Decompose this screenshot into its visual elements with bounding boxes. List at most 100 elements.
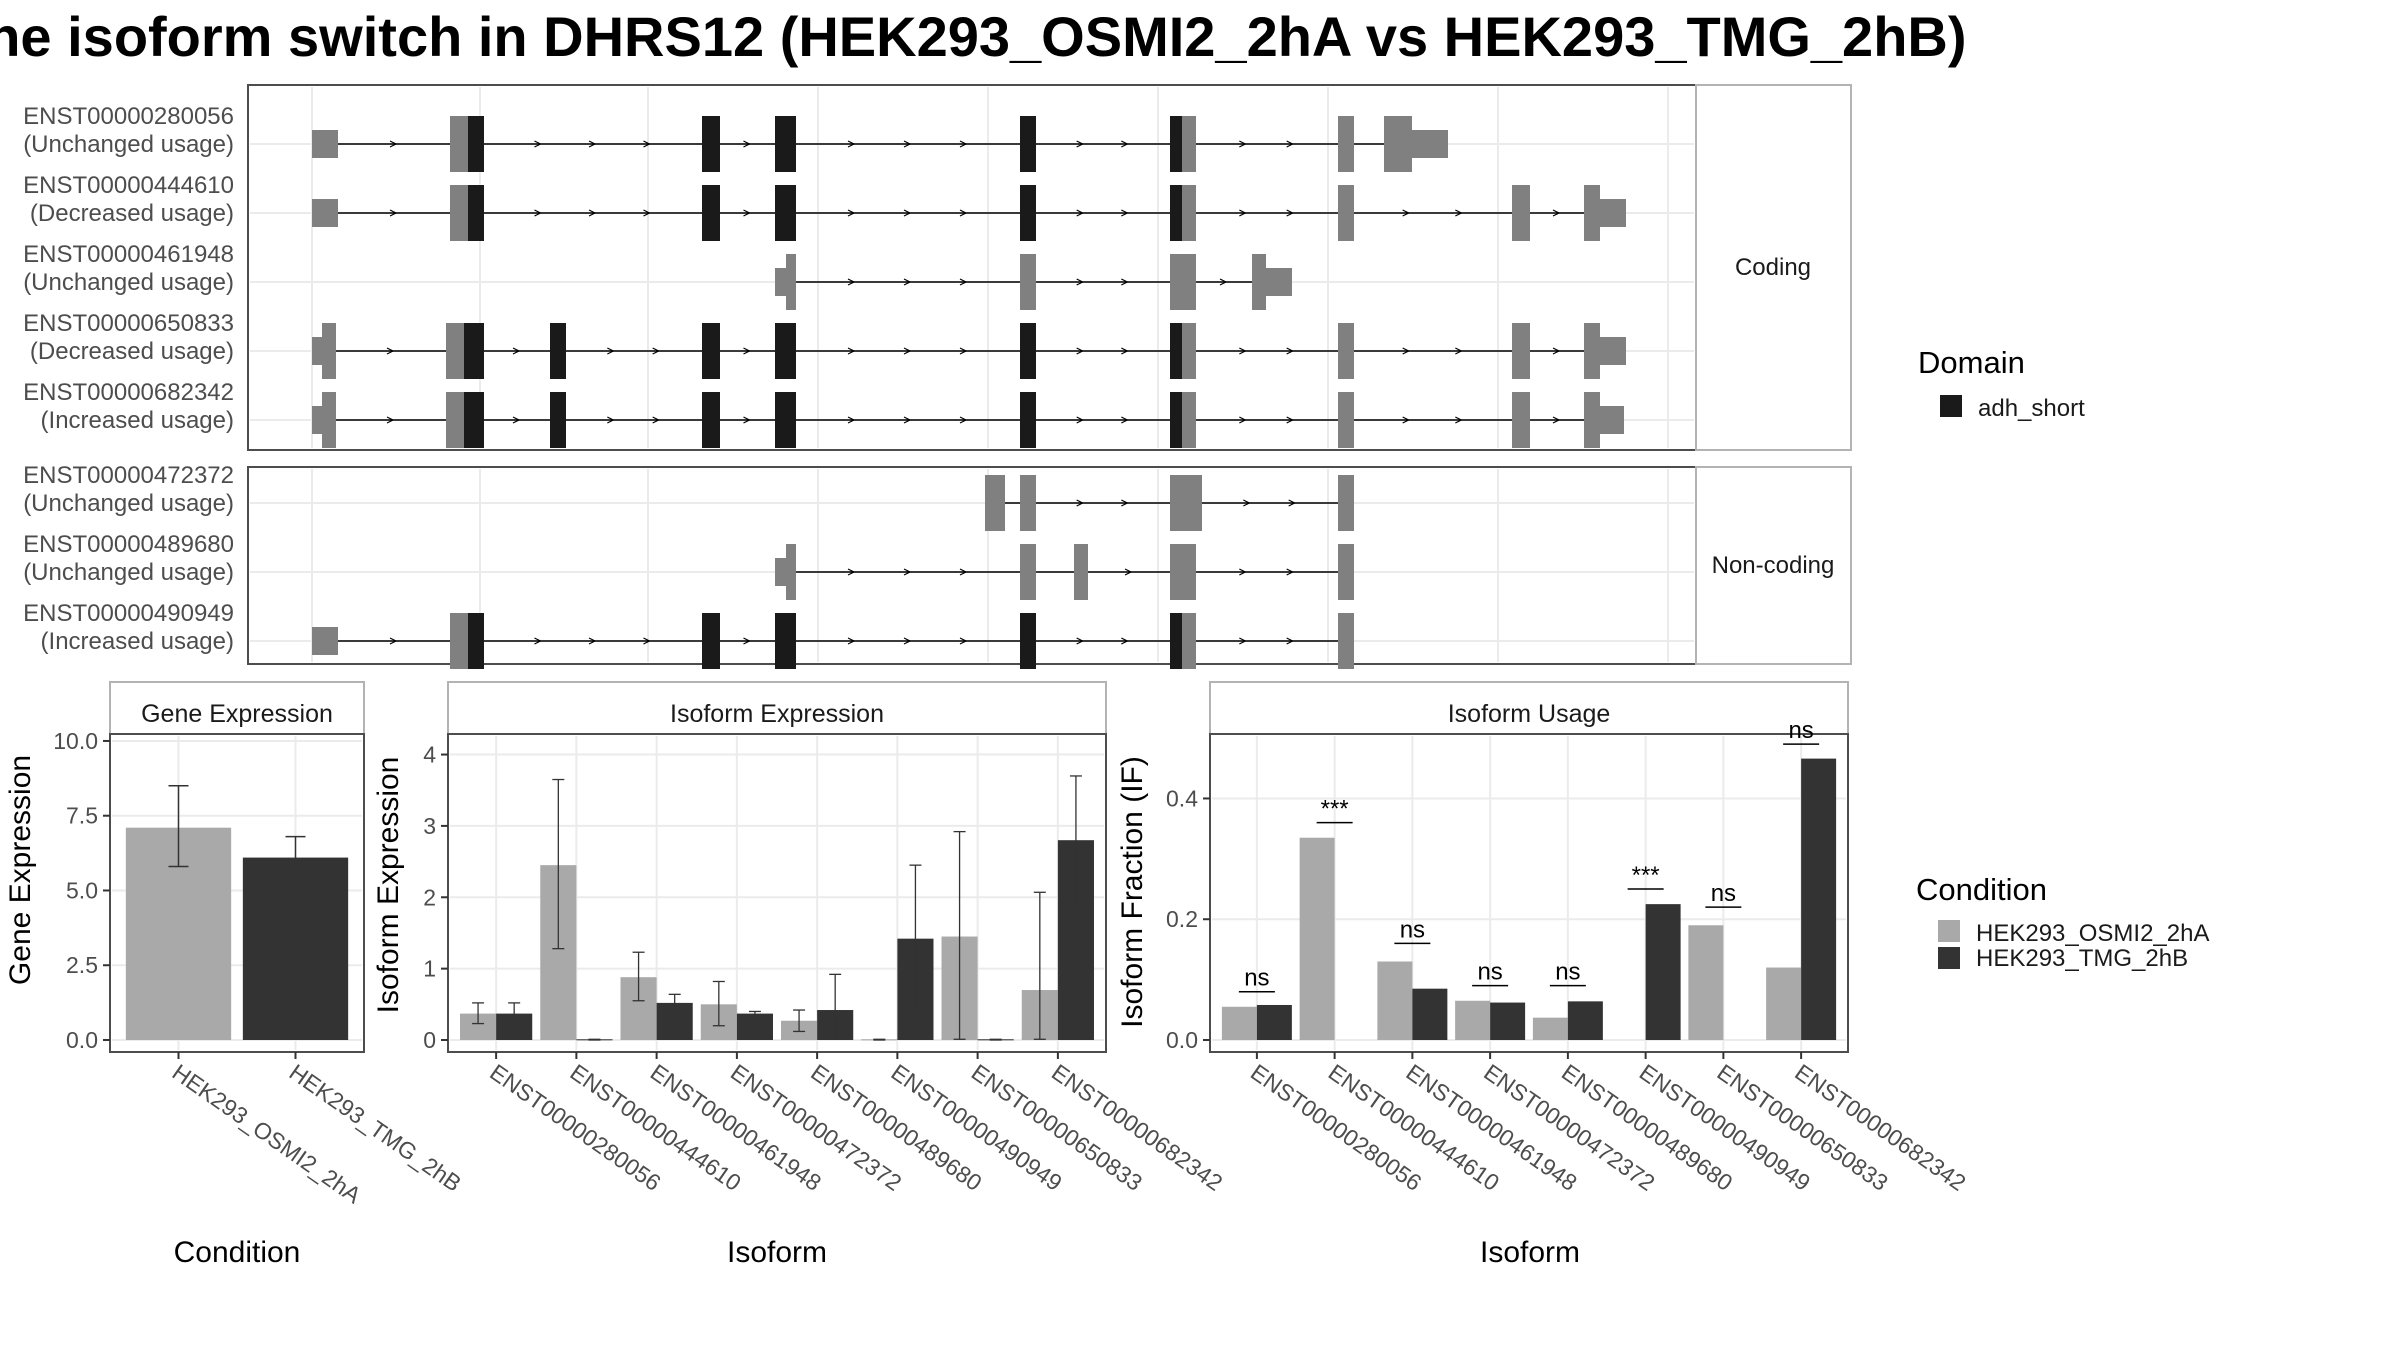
isoform-label: ENST00000489680 (Unchanged usage) (23, 531, 234, 586)
domain-legend: Domain adh_short (1918, 345, 2085, 422)
exon-domain (1020, 116, 1036, 172)
intron-arrow (903, 568, 912, 576)
exon-cds (1338, 475, 1354, 531)
bar (1532, 1017, 1568, 1040)
intron-arrow (1076, 347, 1085, 355)
intron-arrow (903, 209, 912, 217)
bar (736, 1013, 773, 1040)
exon-domain (702, 185, 720, 241)
intron-arrow (1121, 347, 1129, 355)
figure-title: The isoform switch in DHRS12 (HEK293_OSM… (0, 5, 1967, 68)
exon-cds (786, 544, 796, 600)
exon-domain (702, 323, 720, 379)
exon-domain (1020, 185, 1036, 241)
bar (1688, 925, 1724, 1040)
exon-cds (1584, 323, 1600, 379)
coding-facet-strip (1695, 84, 1852, 451)
x-axis-label: Isoform (1480, 1236, 1580, 1269)
condition-legend: Condition HEK293_OSMI2_2hA HEK293_TMG_2h… (1916, 872, 2209, 972)
intron-arrow (652, 416, 661, 424)
intron-arrow (588, 140, 597, 148)
intron-arrow (847, 637, 856, 645)
intron-arrow (1076, 278, 1085, 286)
intron-arrow (1239, 140, 1247, 148)
exon-utr (1600, 199, 1626, 227)
x-tick-label: HEK293_OSMI2_2hA (168, 1059, 367, 1209)
exon-cds (1384, 116, 1412, 172)
exon-utr (312, 337, 322, 365)
y-tick-label: 1 (423, 956, 436, 982)
exon-cds (1182, 613, 1196, 669)
intron-arrow (607, 347, 615, 355)
isoform-label: ENST00000472372 (Unchanged usage) (23, 462, 234, 517)
intron-arrow (534, 140, 542, 148)
exon-cds (450, 613, 468, 669)
intron-arrow (1121, 278, 1129, 286)
panel-title: Gene Expression (141, 700, 333, 728)
bar (1221, 1006, 1257, 1040)
y-tick-label: 5.0 (66, 877, 98, 903)
exon-domain (775, 185, 796, 241)
intron-arrow (1239, 416, 1247, 424)
exon-cds (1182, 392, 1196, 448)
exon-domain (1020, 323, 1036, 379)
exon-utr (775, 268, 786, 296)
intron-arrow (847, 416, 856, 424)
y-axis-label: Isoform Expression (372, 757, 405, 1014)
intron-arrow (1455, 209, 1463, 217)
exon-domain (1020, 392, 1036, 448)
exon-domain (702, 613, 720, 669)
intron-arrow (847, 278, 856, 286)
exon-cds (1512, 185, 1530, 241)
intron-arrow (847, 209, 856, 217)
intron-arrow (1552, 416, 1561, 424)
intron-arrow (1239, 209, 1247, 217)
isoform-label: ENST00000682342 (Increased usage) (23, 379, 234, 434)
panel-strip (109, 681, 365, 735)
exon-domain (468, 613, 484, 669)
exon-utr (1266, 268, 1292, 296)
exon-utr (1600, 337, 1626, 365)
intron-arrow (959, 568, 968, 576)
intron-arrow (1121, 499, 1129, 507)
intron-arrow (389, 637, 398, 645)
y-tick-label: 0.2 (1166, 906, 1198, 932)
intron-arrow (389, 209, 398, 217)
intron-arrow (903, 637, 912, 645)
intron-arrow (903, 278, 912, 286)
intron-arrow (534, 637, 542, 645)
exon-cds (450, 116, 468, 172)
exon-domain (464, 392, 484, 448)
exon-cds (1512, 323, 1530, 379)
exon-domain (1170, 116, 1182, 172)
y-tick-label: 4 (423, 742, 436, 768)
exon-cds (1182, 185, 1196, 241)
exon-utr (1412, 130, 1448, 158)
bar (1801, 758, 1837, 1040)
intron-arrow (743, 637, 751, 645)
exon-cds (1182, 323, 1196, 379)
intron-arrow (389, 140, 398, 148)
y-tick-label: 2 (423, 884, 436, 910)
intron-arrow (1076, 637, 1085, 645)
exon-cds (1020, 475, 1036, 531)
exon-domain (1170, 392, 1182, 448)
intron-arrow (1402, 416, 1411, 424)
intron-arrow (1243, 499, 1251, 507)
significance-label: *** (1321, 796, 1349, 823)
exon-cds (446, 392, 464, 448)
exon-cds (1170, 254, 1196, 310)
exon-cds (1584, 185, 1600, 241)
bar (1567, 1001, 1603, 1040)
panel-title: Isoform Usage (1448, 700, 1611, 728)
noncoding-facet-label: Non-coding (1712, 552, 1835, 579)
intron-arrow (607, 416, 615, 424)
y-tick-label: 0.0 (1166, 1027, 1198, 1053)
y-tick-label: 0 (423, 1027, 436, 1053)
condition-legend-swatch-b (1938, 947, 1960, 969)
bar (1377, 961, 1413, 1040)
exon-domain (1170, 323, 1182, 379)
exon-utr (312, 627, 338, 655)
exon-utr (1600, 406, 1624, 434)
